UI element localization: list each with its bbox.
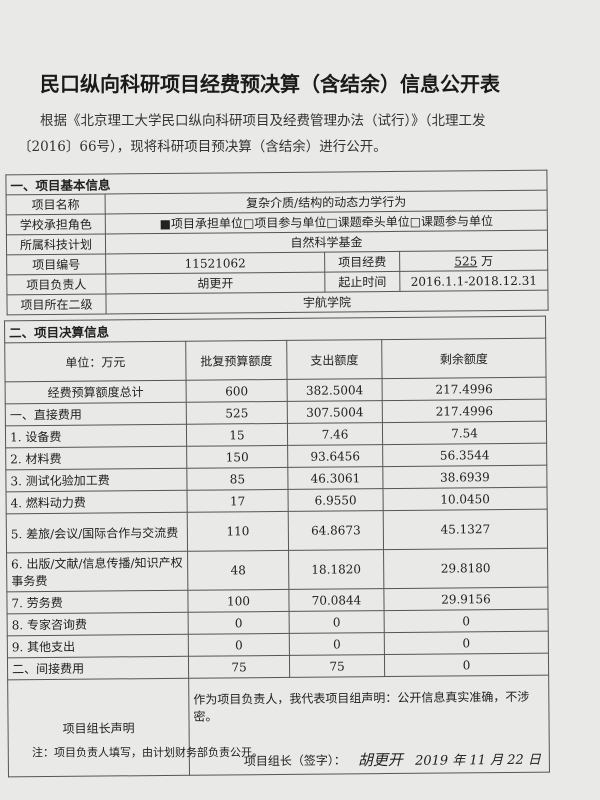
intro-paragraph: 根据《北京理工大学民口纵向科研项目及经费管理办法（试行）》（北理工发〔2016〕… bbox=[18, 113, 486, 155]
column-header: 批复预算额度 bbox=[185, 340, 288, 381]
project-fund: 525 万 bbox=[399, 250, 548, 272]
approved-amount: 150 bbox=[186, 445, 288, 469]
footnote: 注：项目负责人填写，由计划财务部负责公开。 bbox=[32, 746, 263, 759]
table-row: 5. 差旅/会议/国际合作与交流费 110 64.8673 45.1327 bbox=[6, 509, 548, 553]
basic-info-table: 一、项目基本信息 项目名称 复杂介质/结构的动态力学行为 学校承担角色 ■项目承担单… bbox=[5, 170, 549, 316]
approved-amount: 0 bbox=[188, 611, 290, 635]
remaining-amount: 29.9156 bbox=[383, 587, 549, 611]
spent-amount: 64.8673 bbox=[288, 510, 384, 551]
spent-amount: 382.5004 bbox=[287, 378, 383, 402]
row-label: 9. 其他支出 bbox=[7, 634, 189, 658]
row-label: 4. 燃料动力费 bbox=[6, 490, 188, 514]
label: 项目所在二级 bbox=[6, 293, 107, 315]
department: 宇航学院 bbox=[105, 290, 549, 314]
spent-amount: 6.9550 bbox=[288, 488, 384, 512]
declaration-cell: 作为项目负责人，我代表项目组声明：公开信息真实准确，不涉密。 项目组长（签字）：… bbox=[188, 675, 550, 776]
approved-amount: 48 bbox=[187, 550, 289, 591]
spent-amount: 93.6456 bbox=[287, 444, 383, 468]
row-label: 1. 设备费 bbox=[5, 424, 187, 448]
row-label: 8. 专家咨询费 bbox=[7, 612, 189, 636]
spent-amount: 0 bbox=[289, 632, 385, 656]
project-leader: 胡更开 bbox=[105, 272, 325, 294]
approved-amount: 85 bbox=[186, 467, 289, 491]
label: 学校承担角色 bbox=[6, 213, 106, 235]
remaining-amount: 0 bbox=[384, 653, 549, 677]
remaining-amount: 10.0450 bbox=[382, 487, 548, 511]
label: 起止时间 bbox=[324, 271, 400, 293]
approved-amount: 100 bbox=[187, 589, 290, 613]
approved-amount: 17 bbox=[187, 489, 289, 513]
row-label: 一、直接费用 bbox=[5, 402, 187, 426]
remaining-amount: 29.8180 bbox=[383, 548, 548, 589]
approved-amount: 0 bbox=[188, 633, 290, 657]
row-label: 3. 测试化验加工费 bbox=[5, 468, 188, 492]
spent-amount: 7.46 bbox=[287, 422, 383, 446]
column-header: 支出额度 bbox=[286, 339, 383, 380]
label: 项目名称 bbox=[6, 193, 106, 215]
remaining-amount: 217.4996 bbox=[382, 377, 547, 401]
remaining-amount: 38.6939 bbox=[382, 465, 547, 489]
approved-amount: 600 bbox=[186, 379, 288, 403]
row-label: 2. 材料费 bbox=[5, 446, 187, 470]
row-label: 经费预算额度总计 bbox=[5, 380, 187, 404]
remaining-amount: 0 bbox=[384, 609, 549, 633]
remaining-amount: 45.1327 bbox=[383, 509, 548, 550]
spent-amount: 70.0844 bbox=[288, 588, 385, 612]
row-label: 5. 差旅/会议/国际合作与交流费 bbox=[6, 512, 188, 553]
approved-amount: 15 bbox=[186, 423, 288, 447]
label: 项目经费 bbox=[324, 251, 400, 273]
spent-amount: 46.3061 bbox=[287, 466, 383, 490]
label: 所属科技计划 bbox=[6, 233, 106, 255]
declaration-text: 作为项目负责人，我代表项目组声明：公开信息真实准确，不涉密。 bbox=[193, 689, 530, 724]
declaration-label: 项目组长声明 bbox=[7, 678, 190, 777]
spent-amount: 307.5004 bbox=[287, 400, 383, 424]
label: 项目编号 bbox=[6, 253, 106, 275]
budget-table: 二、项目决算信息 单位：万元 批复预算额度 支出额度 剩余额度 经费预算额度总计… bbox=[4, 316, 550, 778]
signature: 胡更开 bbox=[357, 750, 403, 770]
project-id: 11521062 bbox=[105, 252, 325, 274]
column-header: 单位：万元 bbox=[4, 341, 187, 382]
remaining-amount: 0 bbox=[384, 631, 549, 655]
approved-amount: 75 bbox=[188, 655, 290, 679]
label: 项目负责人 bbox=[6, 273, 106, 295]
row-label: 6. 出版/文献/信息传播/知识产权事务费 bbox=[6, 551, 188, 592]
row-label: 二、间接费用 bbox=[7, 656, 189, 680]
spent-amount: 75 bbox=[289, 654, 385, 678]
approved-amount: 525 bbox=[186, 401, 288, 425]
sign-date: 2019 年 11 月 22 日 bbox=[414, 752, 541, 769]
spent-amount: 18.1820 bbox=[288, 549, 384, 590]
project-period: 2016.1.1-2018.12.31 bbox=[399, 270, 548, 292]
remaining-amount: 217.4996 bbox=[382, 399, 547, 423]
page-title: 民口纵向科研项目经费预决算（含结余）信息公开表 bbox=[40, 72, 500, 96]
table-row: 6. 出版/文献/信息传播/知识产权事务费 48 18.1820 29.8180 bbox=[6, 548, 548, 592]
remaining-amount: 56.3544 bbox=[382, 443, 547, 467]
column-header: 剩余额度 bbox=[381, 338, 547, 379]
row-label: 7. 劳务费 bbox=[6, 590, 189, 614]
spent-amount: 0 bbox=[289, 610, 385, 634]
approved-amount: 110 bbox=[187, 511, 289, 552]
remaining-amount: 7.54 bbox=[382, 421, 547, 445]
